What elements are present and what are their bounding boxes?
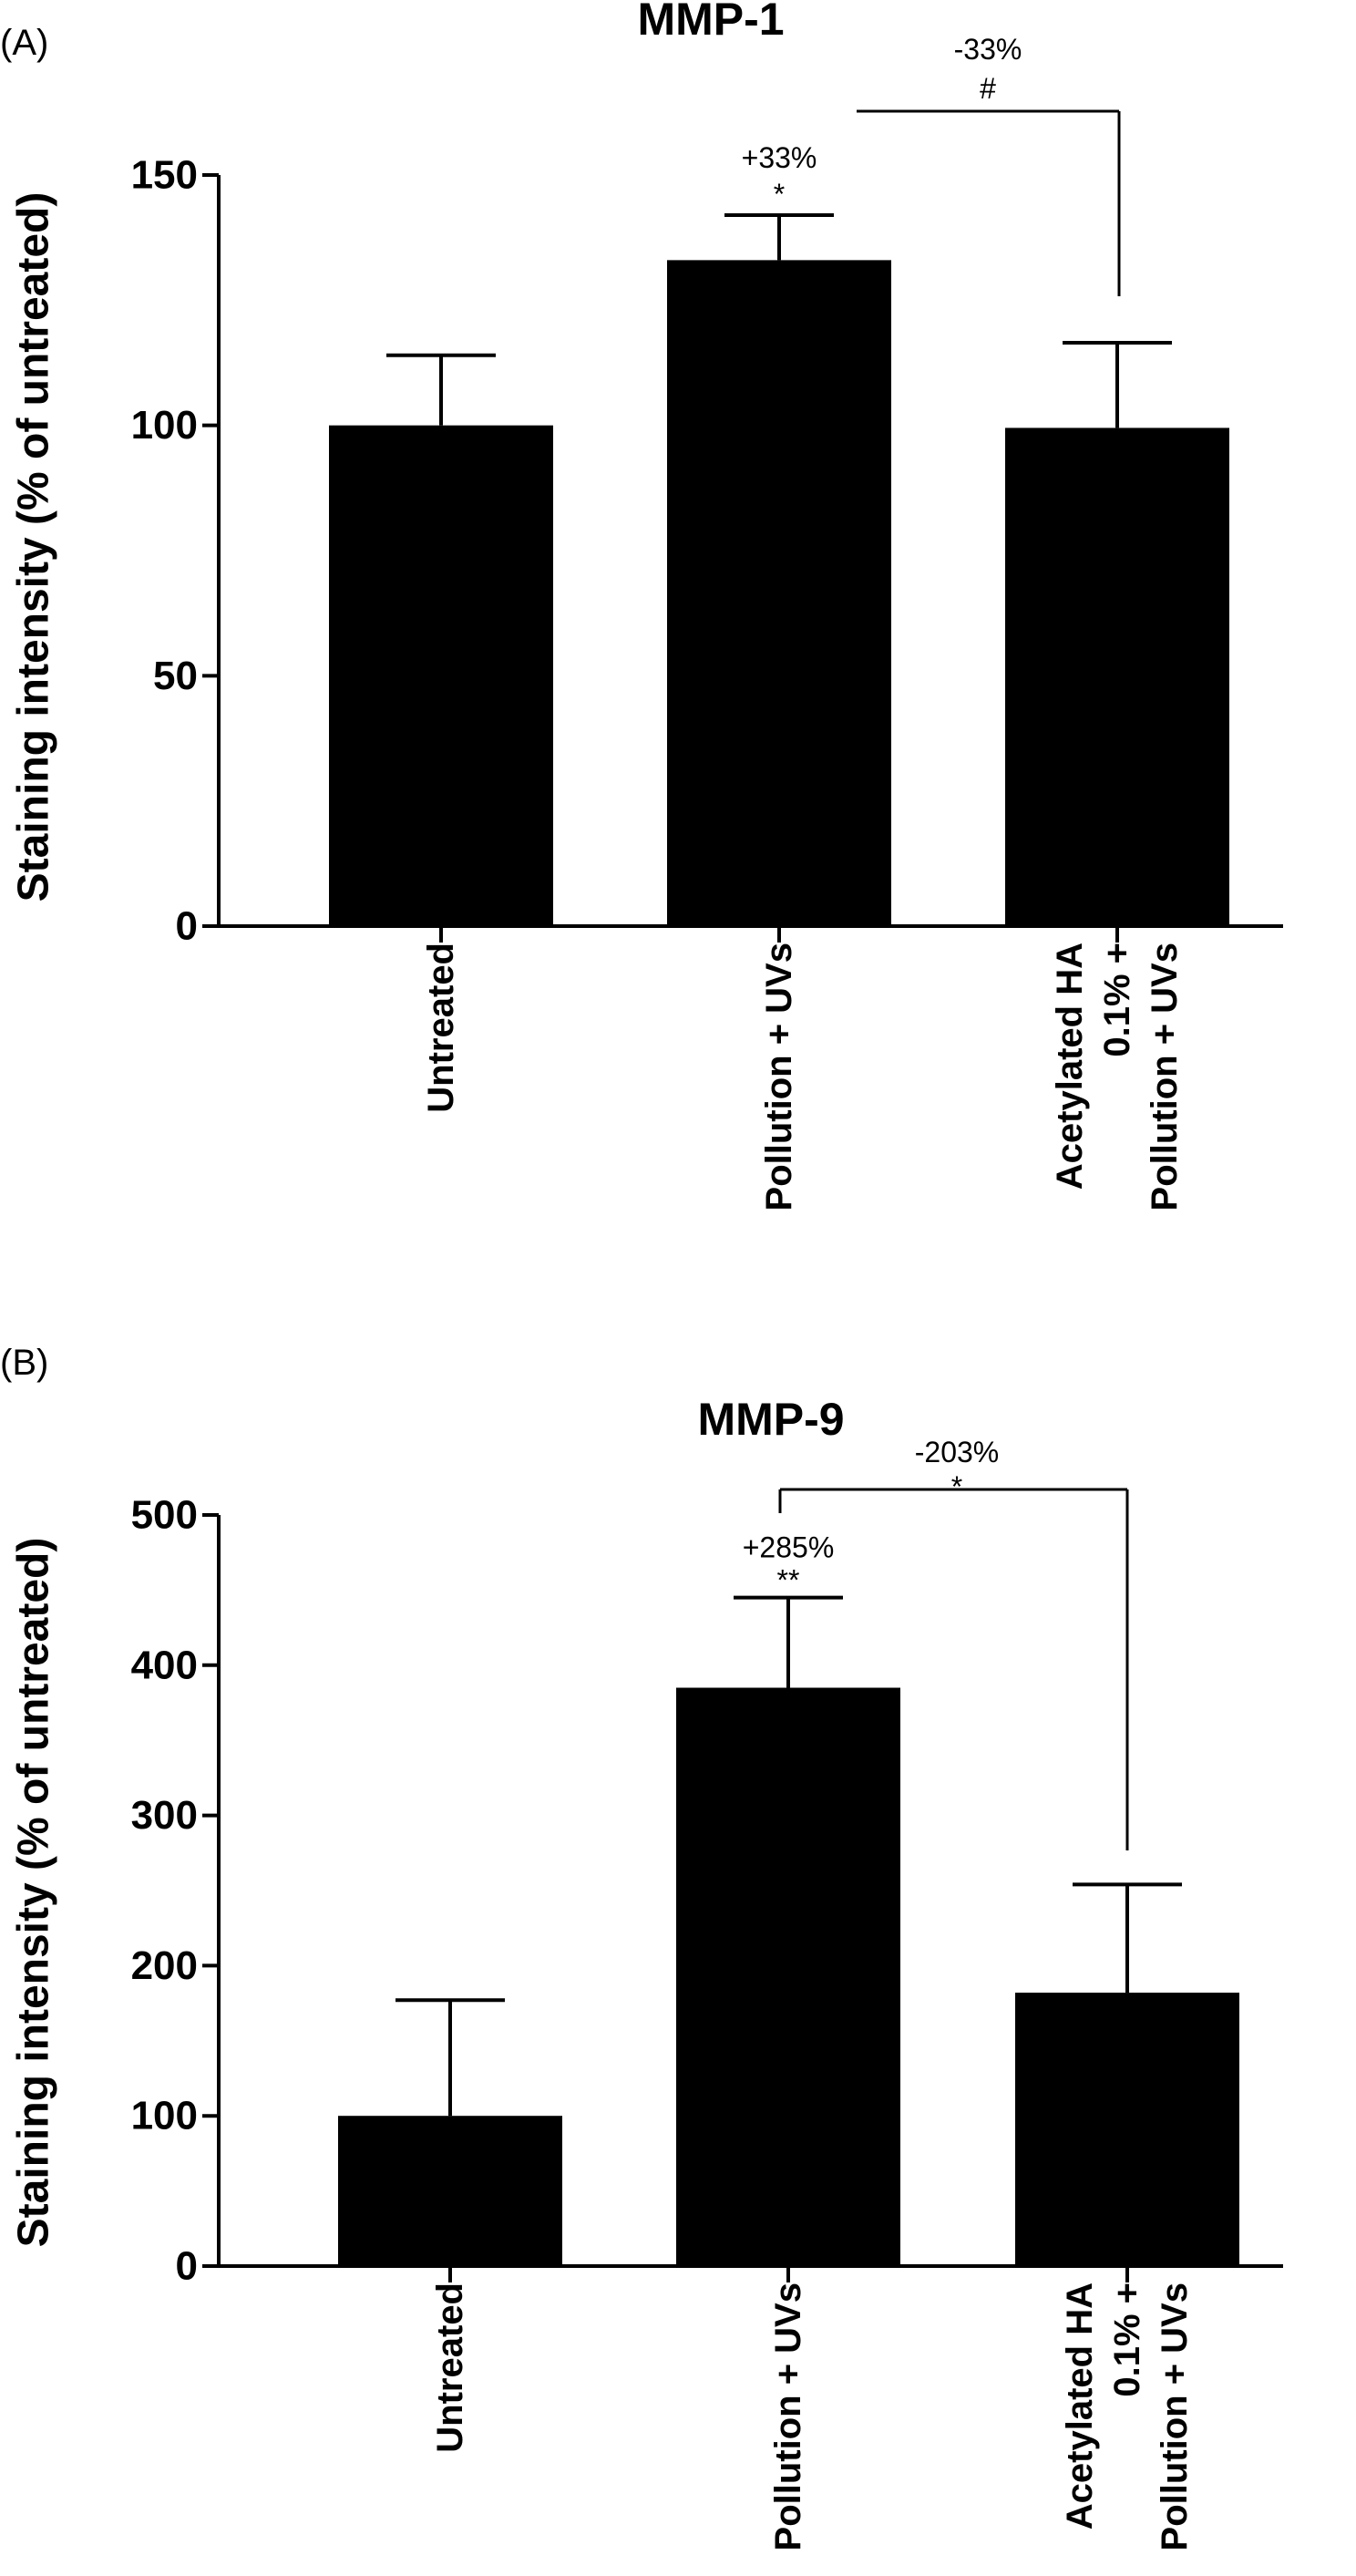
y-tick-label: 400 [131,1643,198,1687]
bracket-annotation-sig: # [980,72,996,105]
bar [329,425,553,927]
y-tick-label: 0 [176,904,198,949]
chart-panel-a: (A) MMP-1 Staining intensity (% of untreat… [0,0,1283,1211]
y-tick-label: 500 [131,1493,198,1538]
bar [1005,428,1229,926]
bracket-annotation-sig: * [951,1470,962,1503]
x-tick-label: Pollution + UVs [759,943,799,1211]
x-tick-label: Untreated [430,2282,470,2453]
bar-annotation-pct: +33% [742,141,817,174]
x-tick-label: Acetylated HA [1050,943,1090,1190]
bracket-annotation-pct: -33% [954,33,1022,66]
panel-label: (B) [0,1343,48,1383]
y-tick-label: 100 [131,403,198,448]
x-tick-label: Acetylated HA [1060,2282,1100,2530]
x-tick-label: 0.1% + [1097,943,1137,1057]
bracket-annotation-pct: -203% [915,1436,1000,1468]
x-tick-label: Pollution + UVs [1145,943,1185,1211]
bar [338,2116,562,2266]
bar [676,1687,900,2266]
bar-annotation-sig: * [774,178,785,211]
chart-panel-b: (B) MMP-9 Staining intensity (% of untreat… [0,1343,1283,2550]
panel-label: (A) [0,23,48,63]
x-tick-label: Pollution + UVs [768,2282,808,2550]
y-axis-label: Staining intensity (% of untreated) [10,192,58,902]
y-axis-label: Staining intensity (% of untreated) [10,1538,58,2248]
chart-title: MMP-9 [697,1394,844,1445]
y-tick-label: 200 [131,1943,198,1988]
chart-title: MMP-1 [637,0,784,45]
x-tick-label: Pollution + UVs [1155,2282,1195,2550]
y-tick-label: 0 [176,2244,198,2289]
x-tick-label: Untreated [421,943,461,1113]
y-tick-label: 150 [131,153,198,198]
y-tick-label: 300 [131,1793,198,1838]
bar-annotation-sig: ** [777,1564,800,1597]
x-tick-label: 0.1% + [1107,2282,1147,2397]
bar [667,260,891,926]
y-tick-label: 50 [153,654,198,698]
bar [1015,1993,1239,2266]
bar-annotation-pct: +285% [743,1531,835,1564]
y-tick-label: 100 [131,2094,198,2138]
